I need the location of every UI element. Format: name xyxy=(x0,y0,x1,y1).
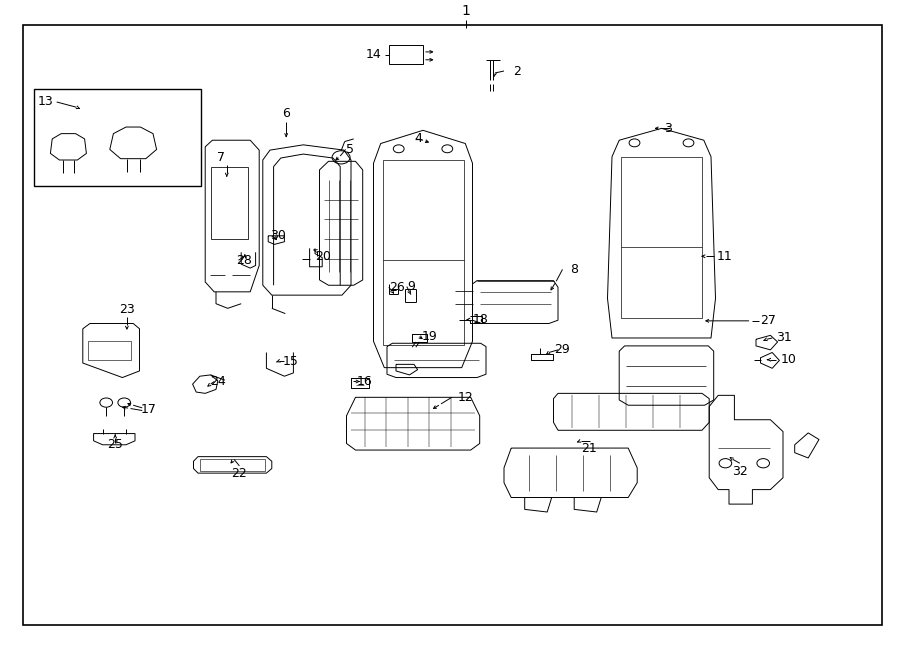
Text: 24: 24 xyxy=(211,375,227,388)
Text: 20: 20 xyxy=(315,250,331,262)
Bar xyxy=(389,46,423,63)
Text: 18: 18 xyxy=(472,313,489,326)
Bar xyxy=(34,89,201,186)
Text: 27: 27 xyxy=(760,315,777,327)
Bar xyxy=(621,157,702,318)
Text: 13: 13 xyxy=(38,95,54,108)
Bar xyxy=(211,167,248,239)
Text: 25: 25 xyxy=(107,438,123,451)
Text: 9: 9 xyxy=(408,280,416,293)
Text: 1: 1 xyxy=(462,3,471,18)
Text: 2: 2 xyxy=(513,65,521,77)
Text: 8: 8 xyxy=(570,263,578,276)
Text: 26: 26 xyxy=(389,281,405,293)
Text: 31: 31 xyxy=(776,331,792,344)
Text: 28: 28 xyxy=(236,254,252,266)
Bar xyxy=(88,340,131,360)
Text: 22: 22 xyxy=(231,467,248,480)
Text: 15: 15 xyxy=(283,354,299,368)
Text: 14: 14 xyxy=(365,48,382,61)
Text: 19: 19 xyxy=(421,330,437,343)
Text: 17: 17 xyxy=(140,403,157,416)
Text: 32: 32 xyxy=(732,465,748,477)
Text: 21: 21 xyxy=(581,442,598,455)
Text: 4: 4 xyxy=(414,132,422,145)
Text: 7: 7 xyxy=(218,151,225,164)
Bar xyxy=(382,160,464,344)
Text: 16: 16 xyxy=(356,375,373,388)
Text: 3: 3 xyxy=(664,122,672,135)
Text: 23: 23 xyxy=(119,303,135,315)
Text: 10: 10 xyxy=(780,353,796,366)
Bar xyxy=(200,459,265,471)
Text: 5: 5 xyxy=(346,143,354,156)
Text: 6: 6 xyxy=(283,108,290,120)
Text: 12: 12 xyxy=(457,391,473,404)
Text: 11: 11 xyxy=(716,250,733,262)
Text: 29: 29 xyxy=(554,343,571,356)
Text: 30: 30 xyxy=(270,229,286,243)
